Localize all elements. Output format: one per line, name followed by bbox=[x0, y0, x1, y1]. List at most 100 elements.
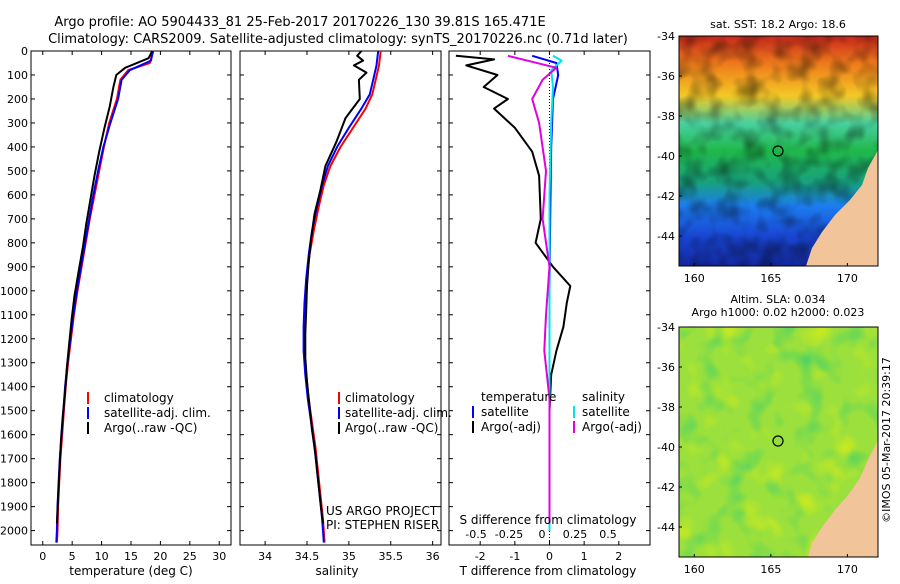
legend-label-argo-sal: Argo(-adj) bbox=[582, 420, 642, 434]
x-tick-label: 0 bbox=[39, 550, 46, 563]
lon-tick-label: 165 bbox=[760, 563, 781, 576]
series-line-satellite-adj-clim bbox=[302, 50, 380, 543]
lat-tick-label: -42 bbox=[657, 481, 675, 494]
depth-tick-label: 1500 bbox=[0, 405, 28, 418]
sla-land-new-zealand bbox=[808, 440, 878, 557]
difference-legend: temperature salinity satellite satellite… bbox=[472, 390, 642, 434]
x-tick-label: 0 bbox=[546, 550, 553, 563]
sst-land-new-zealand bbox=[806, 150, 878, 266]
depth-tick-label: 1700 bbox=[0, 453, 28, 466]
legend-label-satellite: satellite-adj. clim. bbox=[104, 406, 211, 420]
depth-tick-label: 0 bbox=[21, 45, 28, 58]
lat-tick-label: -38 bbox=[657, 110, 675, 123]
series-line-satellite-salinity bbox=[548, 54, 563, 531]
legend-head-salinity: salinity bbox=[582, 390, 625, 404]
x-tick-label: 15 bbox=[124, 550, 138, 563]
legend-label-argo-temp: Argo(-adj) bbox=[481, 420, 541, 434]
sst-map-axes: 160 165 170 -34 -36 -38 -40 -42 -44 bbox=[657, 30, 858, 285]
sst-map-frame bbox=[678, 35, 879, 267]
lat-tick-label: -40 bbox=[657, 441, 675, 454]
temperature-panel-frame bbox=[30, 50, 232, 546]
title-line-1: Argo profile: AO 5904433_81 25-Feb-2017 … bbox=[54, 15, 545, 30]
x-tick-label: 2 bbox=[615, 550, 622, 563]
depth-tick-label: 1200 bbox=[0, 333, 28, 346]
depth-tick-label: 200 bbox=[7, 93, 28, 106]
x-tick-label: 20 bbox=[153, 550, 167, 563]
x-tick-label: 36 bbox=[426, 550, 440, 563]
x-tick-label: 1 bbox=[581, 550, 588, 563]
lat-tick-label: -44 bbox=[657, 230, 675, 243]
credits-project: US ARGO PROJECT bbox=[326, 504, 438, 518]
sla-map-title-1: Altim. SLA: 0.034 bbox=[730, 293, 825, 306]
sla-map-title-2: Argo h1000: 0.02 h2000: 0.023 bbox=[692, 306, 865, 319]
series-line-argo-adj-temperature bbox=[455, 54, 572, 524]
series-line-argo-adj-salinity bbox=[507, 54, 558, 524]
legend-label-argo: Argo(..raw -QC) bbox=[104, 421, 197, 435]
sla-map bbox=[678, 326, 879, 558]
sla-map-axes: 160 165 170 -34 -36 -38 -40 -42 -44 bbox=[657, 321, 858, 576]
sst-map-title: sat. SST: 18.2 Argo: 18.6 bbox=[710, 18, 846, 31]
x-tick-label: 5 bbox=[69, 550, 76, 563]
credits-pi: PI: STEPHEN RISER bbox=[326, 518, 439, 532]
lat-tick-label: -40 bbox=[657, 150, 675, 163]
salinity-legend: climatology satellite-adj. clim. Argo(..… bbox=[326, 391, 452, 532]
depth-tick-label: 900 bbox=[7, 261, 28, 274]
depth-tick-label: 400 bbox=[7, 141, 28, 154]
s-diff-tick-label: -0.5 bbox=[465, 528, 486, 541]
lat-tick-label: -34 bbox=[657, 30, 675, 43]
lon-tick-label: 170 bbox=[837, 563, 858, 576]
depth-tick-label: 1300 bbox=[0, 357, 28, 370]
title-line-2: Climatology: CARS2009. Satellite-adjuste… bbox=[48, 32, 628, 47]
s-diff-tick-label: 0.5 bbox=[599, 528, 617, 541]
salinity-panel: 34 34.5 35 35.5 36 bbox=[240, 50, 441, 563]
series-line-argo-raw-qc bbox=[55, 50, 154, 524]
salinity-panel-frame bbox=[239, 50, 442, 546]
legend-label-climatology: climatology bbox=[104, 391, 174, 405]
x-tick-label: 25 bbox=[183, 550, 197, 563]
s-difference-axis-label: S difference from climatology bbox=[460, 513, 637, 527]
x-tick-label: -1 bbox=[509, 550, 520, 563]
salinity-axis-label: salinity bbox=[315, 564, 358, 578]
series-line-argo-raw-qc bbox=[304, 50, 368, 524]
depth-tick-label: 1600 bbox=[0, 429, 28, 442]
depth-tick-label: 1900 bbox=[0, 501, 28, 514]
sla-map-frame bbox=[678, 326, 879, 558]
lat-tick-label: -42 bbox=[657, 190, 675, 203]
legend-head-temperature: temperature bbox=[481, 390, 556, 404]
temperature-legend: climatology satellite-adj. clim. Argo(..… bbox=[87, 391, 211, 435]
depth-tick-label: 1800 bbox=[0, 477, 28, 490]
x-tick-label: 35 bbox=[342, 550, 356, 563]
legend-label-satellite-sal: satellite bbox=[582, 405, 630, 419]
legend-label-satellite: satellite-adj. clim. bbox=[345, 406, 452, 420]
depth-axis: 0 100 200 300 400 500 600 700 800 900 1000 1100 1200… bbox=[0, 45, 28, 538]
lat-tick-label: -36 bbox=[657, 361, 675, 374]
depth-tick-label: 300 bbox=[7, 117, 28, 130]
depth-tick-label: 2000 bbox=[0, 525, 28, 538]
lat-tick-label: -36 bbox=[657, 70, 675, 83]
legend-label-argo: Argo(..raw -QC) bbox=[345, 421, 438, 435]
depth-tick-label: 1100 bbox=[0, 309, 28, 322]
depth-tick-label: 700 bbox=[7, 213, 28, 226]
lat-tick-label: -44 bbox=[657, 521, 675, 534]
imos-timestamp: ©IMOS 05-Mar-2017 20:39:17 bbox=[880, 357, 893, 523]
s-diff-tick-label: 0 bbox=[539, 528, 546, 541]
x-tick-label: -2 bbox=[475, 550, 486, 563]
temperature-axis-label: temperature (deg C) bbox=[69, 564, 192, 578]
lon-tick-label: 165 bbox=[760, 272, 781, 285]
t-difference-axis-label: T difference from climatology bbox=[459, 564, 637, 578]
sla-argo-marker bbox=[772, 435, 784, 447]
x-tick-label: 34.5 bbox=[295, 550, 320, 563]
difference-panel: -2 -1 0 1 2 -0.5 -0.25 0 0.25 0.5 bbox=[449, 50, 650, 563]
depth-tick-label: 600 bbox=[7, 189, 28, 202]
series-line-satellite-temperature bbox=[531, 54, 560, 531]
depth-tick-label: 100 bbox=[7, 69, 28, 82]
lon-tick-label: 160 bbox=[684, 272, 705, 285]
lon-tick-label: 170 bbox=[837, 272, 858, 285]
legend-label-climatology: climatology bbox=[345, 391, 415, 405]
x-tick-label: 35.5 bbox=[379, 550, 404, 563]
temperature-panel: 0 5 10 15 20 25 30 bbox=[31, 50, 231, 563]
lat-tick-label: -34 bbox=[657, 321, 675, 334]
depth-tick-label: 1400 bbox=[0, 381, 28, 394]
s-diff-tick-label: 0.25 bbox=[563, 528, 588, 541]
depth-tick-label: 1000 bbox=[0, 285, 28, 298]
